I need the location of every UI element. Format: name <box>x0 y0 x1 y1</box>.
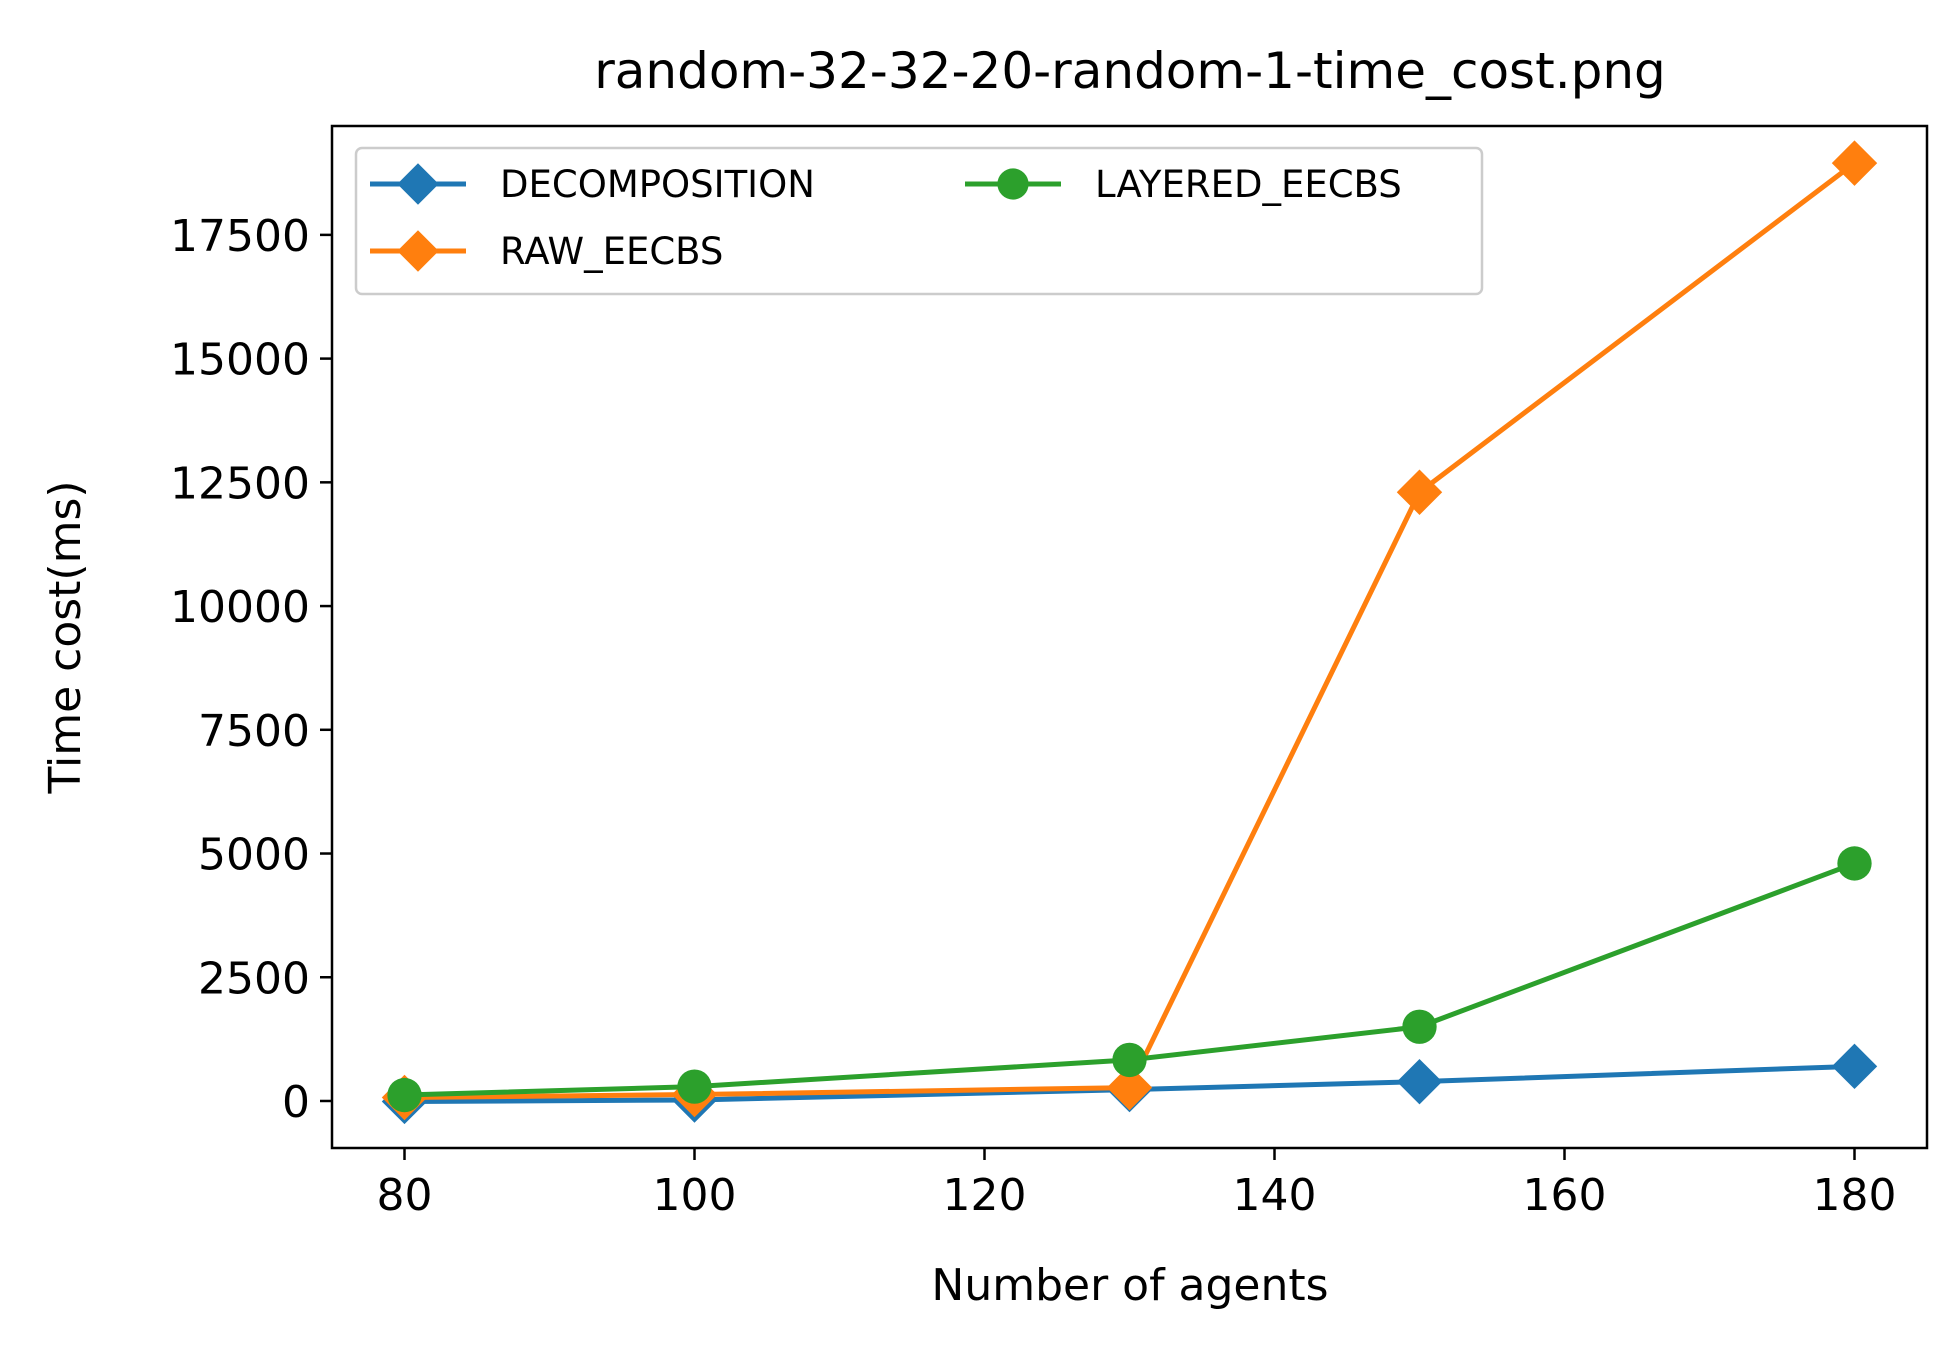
data-point <box>387 1077 422 1113</box>
series-layer <box>381 140 1878 1125</box>
data-point <box>1402 1009 1437 1044</box>
y-tick-label: 2500 <box>198 953 310 1004</box>
y-tick-label: 17500 <box>170 211 310 262</box>
series-layered-eecbs <box>387 846 1872 1113</box>
data-point <box>677 1069 712 1104</box>
x-tick-label: 180 <box>1813 1170 1897 1221</box>
y-axis: 0 2500 5000 7500 10000 12500 15000 17500 <box>170 211 332 1128</box>
y-tick-label: 15000 <box>170 335 310 386</box>
y-tick-label: 12500 <box>170 458 310 509</box>
chart-title: random-32-32-20-random-1-time_cost.png <box>594 42 1666 100</box>
data-point <box>1831 1043 1878 1090</box>
legend-marker <box>397 163 439 205</box>
data-point <box>1831 140 1878 186</box>
data-point <box>1396 469 1443 515</box>
x-axis-label: Number of agents <box>931 1260 1328 1311</box>
legend-item-decomposition: DECOMPOSITION <box>370 163 815 206</box>
y-tick-label: 5000 <box>198 830 310 881</box>
legend-item-layered-eecbs: LAYERED_EECBS <box>965 163 1402 206</box>
data-point <box>1106 1064 1153 1111</box>
legend-marker <box>397 230 439 272</box>
legend-box <box>354 146 1484 296</box>
x-axis: 80 100 120 140 160 180 <box>377 1148 1897 1221</box>
y-axis-label: Time cost(ms) <box>40 480 91 794</box>
data-point <box>1112 1042 1147 1078</box>
axes-frame <box>330 124 1929 1150</box>
y-tick-label: 0 <box>282 1077 310 1128</box>
legend-marker <box>997 168 1029 200</box>
x-tick-label: 100 <box>653 1170 737 1221</box>
data-point <box>1837 846 1872 881</box>
legend: DECOMPOSITION RAW_EECBS LAYERED_EECBS <box>354 146 1484 296</box>
x-tick-label: 160 <box>1523 1170 1607 1221</box>
x-tick-label: 120 <box>943 1170 1027 1221</box>
x-tick-label: 140 <box>1233 1170 1317 1221</box>
legend-label: LAYERED_EECBS <box>1095 163 1402 206</box>
legend-label: DECOMPOSITION <box>500 163 815 206</box>
y-tick-label: 10000 <box>170 582 310 633</box>
legend-label: RAW_EECBS <box>500 230 723 273</box>
legend-item-raw-eecbs: RAW_EECBS <box>370 230 723 273</box>
x-tick-label: 80 <box>377 1170 433 1221</box>
data-point <box>1396 1058 1443 1105</box>
y-tick-label: 7500 <box>198 706 310 757</box>
